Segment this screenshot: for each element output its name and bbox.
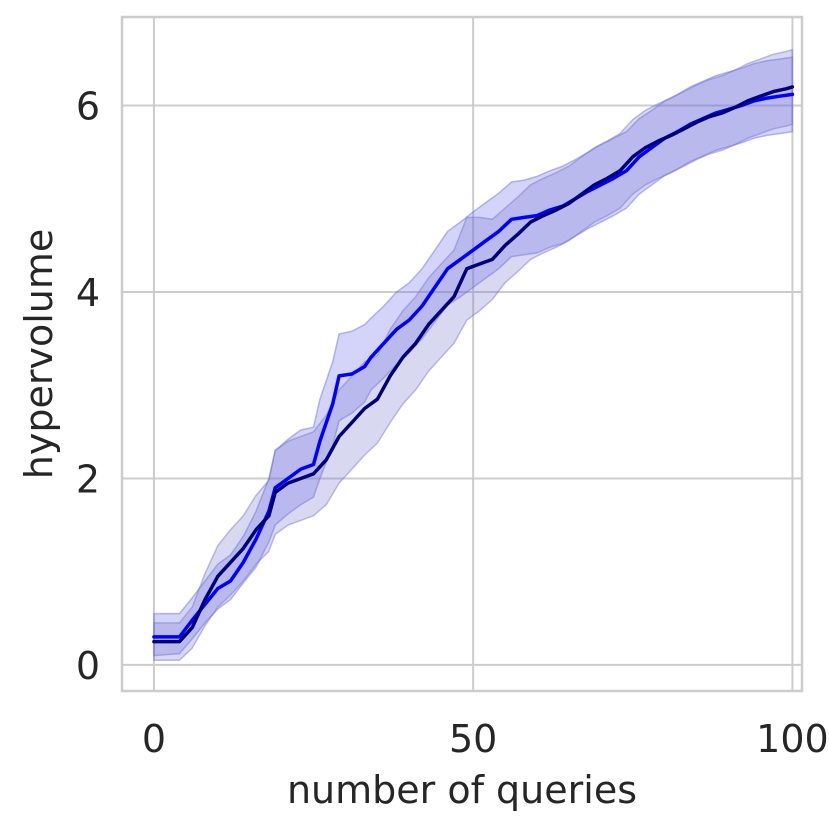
x-tick-labels: 0 50 100 <box>142 717 829 761</box>
confidence-bands <box>153 48 794 661</box>
y-tick-label: 0 <box>76 644 100 688</box>
plot-frame <box>120 15 804 693</box>
y-tick-labels: 0 2 4 6 <box>76 85 100 688</box>
x-axis-label: number of queries <box>287 768 637 812</box>
y-tick-label: 6 <box>76 85 100 129</box>
plot-background <box>122 17 802 691</box>
x-tick-label: 0 <box>142 717 166 761</box>
series-lines <box>152 85 795 644</box>
series-2-line <box>152 85 795 644</box>
grid <box>122 17 802 691</box>
x-tick-label: 50 <box>449 717 497 761</box>
series-1-band <box>153 56 794 657</box>
x-tick-label: 100 <box>756 717 829 761</box>
series-2-band <box>153 48 794 661</box>
y-axis-label: hypervolume <box>17 229 61 479</box>
y-tick-label: 4 <box>76 271 100 315</box>
y-tick-label: 2 <box>76 457 100 501</box>
